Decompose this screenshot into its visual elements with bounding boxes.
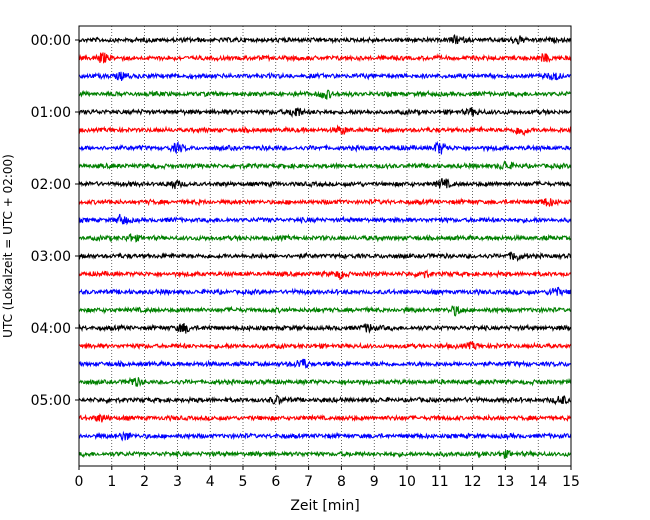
x-tick-label: 12 bbox=[464, 474, 482, 490]
seismic-traces bbox=[78, 33, 572, 459]
trace-line bbox=[78, 89, 572, 100]
x-tick-label: 4 bbox=[206, 474, 215, 490]
trace-line bbox=[78, 71, 572, 82]
vertical-grid bbox=[111, 26, 539, 466]
trace-line bbox=[78, 124, 572, 137]
x-tick-label: 10 bbox=[398, 474, 416, 490]
x-axis-label: Zeit [min] bbox=[290, 498, 359, 514]
y-axis-ticks: 00:00 01:00 02:00 03:00 04:00 05:00 bbox=[31, 33, 79, 409]
trace-line bbox=[78, 233, 572, 243]
trace-line bbox=[78, 449, 572, 459]
trace-line bbox=[78, 213, 572, 226]
x-tick-label: 3 bbox=[173, 474, 182, 490]
x-tick-label: 7 bbox=[304, 474, 313, 490]
plot-frame bbox=[78, 25, 572, 467]
trace-line bbox=[78, 430, 572, 442]
trace-line bbox=[78, 33, 572, 45]
trace-line bbox=[78, 251, 572, 262]
trace-line bbox=[78, 269, 572, 281]
trace-line bbox=[78, 322, 572, 334]
trace-line bbox=[78, 197, 572, 208]
x-tick-label: 2 bbox=[140, 474, 149, 490]
trace-line bbox=[78, 160, 572, 171]
y-tick-label: 00:00 bbox=[31, 33, 71, 49]
trace-line bbox=[78, 358, 572, 369]
y-tick-label: 03:00 bbox=[31, 249, 71, 265]
y-axis-label: UTC (Lokalzeit = UTC + 02:00) bbox=[1, 154, 15, 338]
x-tick-label: 11 bbox=[431, 474, 449, 490]
trace-line bbox=[78, 341, 572, 351]
x-tick-label: 9 bbox=[370, 474, 379, 490]
trace-line bbox=[78, 305, 572, 317]
x-tick-label: 1 bbox=[107, 474, 116, 490]
trace-line bbox=[78, 394, 572, 406]
trace-line bbox=[78, 286, 572, 297]
x-tick-label: 8 bbox=[337, 474, 346, 490]
x-tick-label: 14 bbox=[529, 474, 547, 490]
y-tick-label: 04:00 bbox=[31, 321, 71, 337]
y-tick-label: 02:00 bbox=[31, 177, 71, 193]
x-tick-label: 15 bbox=[562, 474, 580, 490]
trace-line bbox=[78, 106, 572, 118]
x-tick-label: 0 bbox=[75, 474, 84, 490]
y-tick-label: 01:00 bbox=[31, 105, 71, 121]
trace-line bbox=[78, 376, 572, 387]
x-tick-label: 5 bbox=[239, 474, 248, 490]
trace-line bbox=[78, 178, 572, 190]
x-tick-label: 13 bbox=[496, 474, 514, 490]
x-tick-label: 6 bbox=[271, 474, 280, 490]
trace-line bbox=[78, 140, 572, 155]
y-tick-label: 05:00 bbox=[31, 393, 71, 409]
x-axis-ticks: 0 1 2 3 4 5 6 7 8 9 10 11 12 13 14 15 bbox=[75, 466, 580, 490]
trace-line bbox=[78, 413, 572, 423]
trace-line bbox=[78, 52, 572, 64]
